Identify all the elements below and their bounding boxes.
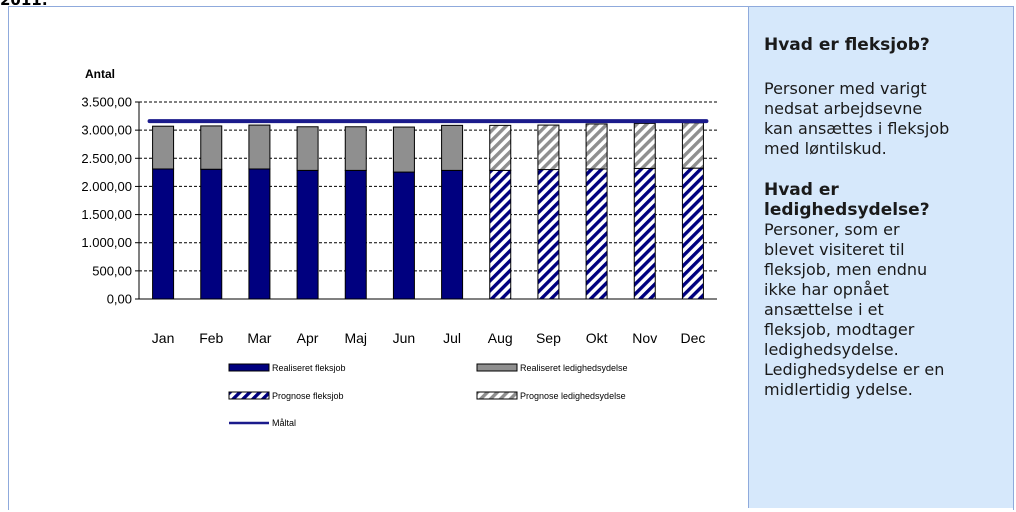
x-tick-label: Jan <box>152 330 175 346</box>
y-tick-label: 1.000,00 <box>81 235 132 250</box>
legend-label: Prognose fleksjob <box>272 391 344 401</box>
legend-swatch <box>476 391 518 400</box>
bar-ledighedsydelse <box>296 126 319 171</box>
sidebar-line: midlertidig ydelse. <box>764 380 913 399</box>
sidebar-line: blevet visiteret til <box>764 240 905 259</box>
bar-ledighedsydelse <box>441 124 464 171</box>
legend-swatch <box>228 363 270 372</box>
x-tick-label: Sep <box>536 330 561 346</box>
y-tick-label: 2.000,00 <box>81 179 132 194</box>
sidebar-heading-ledighedsydelse: Hvad er ledighedsydelse? <box>764 180 1005 220</box>
bar-ledighedsydelse <box>152 125 175 170</box>
sidebar-line: Personer med varigt <box>764 79 927 98</box>
bar-fleksjob <box>537 169 560 300</box>
bar-ledighedsydelse <box>633 122 656 169</box>
legend-label: Realiseret ledighedsydelse <box>520 363 628 373</box>
flexjob-chart: Antal 0,00 500,00 1.000,00 1.500,00 2.000,00 2… <box>81 67 717 428</box>
y-tick-label: 500,00 <box>92 263 132 278</box>
chart-area: Antal 0,00 500,00 1.000,00 1.500,00 2.000,00 2… <box>9 7 748 508</box>
sidebar-line: ikke har opnået <box>764 280 889 299</box>
x-tick-label: Aug <box>488 330 513 346</box>
sidebar-line: Personer, som er <box>764 220 900 239</box>
sidebar-text-fleksjob: Personer med varigt nedsat arbejdsevne k… <box>764 79 1005 159</box>
bar-ledighedsydelse <box>248 124 271 170</box>
bar-fleksjob <box>585 168 608 300</box>
y-tick-label: 2.500,00 <box>81 151 132 166</box>
sidebar-line: ledighedsydelse. <box>764 340 899 359</box>
bar-ledighedsydelse <box>344 126 367 171</box>
bar-fleksjob <box>392 171 415 300</box>
bar-fleksjob <box>681 167 704 300</box>
legend-swatch <box>476 363 518 372</box>
y-tick-label: 3.000,00 <box>81 123 132 138</box>
bar-ledighedsydelse <box>392 126 415 173</box>
x-tick-label: Okt <box>586 330 608 346</box>
sidebar-line: fleksjob, modtager <box>764 320 915 339</box>
bar-fleksjob <box>248 168 271 300</box>
legend-label: Realiseret fleksjob <box>272 363 346 373</box>
x-tick-label: Dec <box>680 330 705 346</box>
bar-ledighedsydelse <box>489 124 512 171</box>
y-axis-label: Antal <box>85 67 115 81</box>
legend-label: Prognose ledighedsydelse <box>520 391 626 401</box>
x-tick-label: Mar <box>247 330 271 346</box>
y-tick-label: 3.500,00 <box>81 95 132 110</box>
sidebar-line: fleksjob, men endnu <box>764 260 928 279</box>
sidebar-heading-line: Hvad er <box>764 180 839 200</box>
y-tick-label: 1.500,00 <box>81 207 132 222</box>
x-tick-label: Feb <box>199 330 223 346</box>
info-sidebar: Hvad er fleksjob? Personer med varigt ne… <box>748 7 1013 508</box>
bar-fleksjob <box>489 169 512 300</box>
sidebar-line: Ledighedsydelse er en <box>764 360 945 379</box>
sidebar-text-ledighedsydelse: Personer, som er blevet visiteret til fl… <box>764 220 1005 400</box>
y-tick-label: 0,00 <box>107 292 132 307</box>
sidebar-line: ansættelse i et <box>764 300 884 319</box>
legend-label: Måltal <box>272 418 296 428</box>
x-tick-label: Jul <box>443 330 461 346</box>
bar-ledighedsydelse <box>200 125 223 170</box>
bar-ledighedsydelse <box>681 122 704 169</box>
x-tick-label: Apr <box>297 330 319 346</box>
bar-fleksjob <box>200 168 223 300</box>
bar-fleksjob <box>441 169 464 300</box>
header-fragment: 2011: <box>0 0 48 9</box>
x-tick-label: Maj <box>344 330 367 346</box>
bar-ledighedsydelse <box>537 124 560 171</box>
legend-swatch <box>228 391 270 400</box>
sidebar-line: kan ansættes i fleksjob <box>764 119 950 138</box>
sidebar-line: nedsat arbejdsevne <box>764 99 923 118</box>
bar-fleksjob <box>633 167 656 300</box>
x-tick-label: Jun <box>393 330 416 346</box>
bar-fleksjob <box>296 169 319 300</box>
bar-fleksjob <box>152 168 175 300</box>
bar-ledighedsydelse <box>585 123 608 170</box>
bar-fleksjob <box>344 169 367 300</box>
sidebar-heading-line: ledighedsydelse? <box>764 200 930 220</box>
x-tick-label: Nov <box>632 330 657 346</box>
sidebar-line: med løntilskud. <box>764 139 887 158</box>
sidebar-heading-fleksjob: Hvad er fleksjob? <box>764 35 930 55</box>
